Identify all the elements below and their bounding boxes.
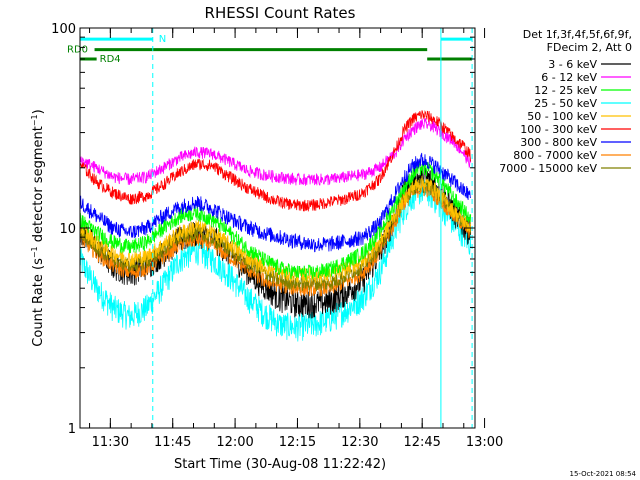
- legend-entry-label: 800 - 7000 keV: [513, 149, 597, 162]
- x-axis-label: Start Time (30-Aug-08 11:22:42): [174, 457, 386, 472]
- series-line: [79, 161, 472, 281]
- legend-entry-label: 100 - 300 keV: [520, 123, 597, 136]
- x-tick-label: 11:45: [154, 435, 191, 450]
- legend-entry-label: 12 - 25 keV: [534, 84, 597, 97]
- axis-ticks: 1 10 100 11:30 11:45 12:00 12:15 12:30 12:45 13:0…: [51, 22, 503, 450]
- y-tick-label: 100: [51, 22, 76, 37]
- legend-entry-label: 3 - 6 keV: [548, 58, 597, 71]
- legend-entry-label: 50 - 100 keV: [527, 110, 597, 123]
- attenuator-label: RD4: [100, 54, 121, 65]
- x-tick-label: 11:30: [92, 435, 129, 450]
- series-line: [79, 152, 472, 253]
- legend-entry-label: 25 - 50 keV: [534, 97, 597, 110]
- series-layer: [79, 110, 472, 342]
- x-tick-label: 12:45: [403, 435, 440, 450]
- attenuator-layer: N RD0 RD4: [67, 34, 473, 65]
- x-tick-label: 12:00: [216, 435, 253, 450]
- y-axis-label: Count Rate (s−1 detector segment−1): [30, 109, 46, 346]
- legend-header-line-1: Det 1f,3f,4f,5f,6f,9f,: [523, 28, 632, 41]
- legend: Det 1f,3f,4f,5f,6f,9f, FDecim 2, Att 0 3…: [499, 28, 632, 175]
- legend-entry-label: 6 - 12 keV: [541, 71, 597, 84]
- attenuator-label: N: [159, 34, 166, 45]
- x-tick-label: 12:30: [341, 435, 378, 450]
- series-line: [79, 116, 472, 186]
- chart-title: RHESSI Count Rates: [205, 4, 356, 22]
- x-tick-label: 13:00: [466, 435, 503, 450]
- timestamp: 15-Oct-2021 08:54: [570, 470, 637, 478]
- series-line: [79, 110, 472, 212]
- attenuator-label: RD0: [67, 45, 88, 56]
- x-tick-label: 12:15: [279, 435, 316, 450]
- legend-entry-label: 7000 - 15000 keV: [499, 162, 597, 175]
- y-tick-label: 10: [59, 222, 76, 237]
- y-tick-label: 1: [68, 422, 76, 437]
- legend-header-line-2: FDecim 2, Att 0: [547, 41, 632, 54]
- legend-entry-label: 300 - 800 keV: [520, 136, 597, 149]
